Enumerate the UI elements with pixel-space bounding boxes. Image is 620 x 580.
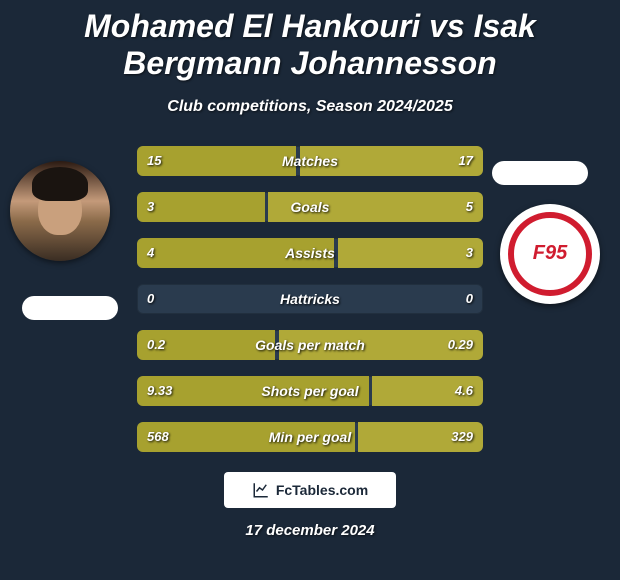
brand-badge: FcTables.com	[224, 472, 396, 508]
player-left-pill	[22, 296, 118, 320]
page-title: Mohamed El Hankouri vs Isak Bergmann Joh…	[0, 0, 620, 86]
stat-row: 00Hattricks	[137, 284, 483, 314]
stat-label: Goals per match	[137, 337, 483, 353]
chart-icon	[252, 481, 270, 499]
stat-label: Assists	[137, 245, 483, 261]
stat-label: Min per goal	[137, 429, 483, 445]
stat-row: 35Goals	[137, 192, 483, 222]
stat-row: 568329Min per goal	[137, 422, 483, 452]
stat-label: Matches	[137, 153, 483, 169]
player-right-club-logo	[500, 204, 600, 304]
date-label: 17 december 2024	[0, 522, 620, 539]
brand-text: FcTables.com	[276, 482, 368, 498]
subtitle: Club competitions, Season 2024/2025	[0, 98, 620, 116]
stat-row: 0.20.29Goals per match	[137, 330, 483, 360]
comparison-panel: 1517Matches 35Goals 43Assists 00Hattricks 0.…	[0, 146, 620, 452]
stat-label: Goals	[137, 199, 483, 215]
player-left-avatar	[10, 161, 110, 261]
stat-bars: 1517Matches 35Goals 43Assists 00Hattricks 0.…	[137, 146, 483, 452]
stat-label: Shots per goal	[137, 383, 483, 399]
stat-label: Hattricks	[137, 291, 483, 307]
player-right-pill	[492, 161, 588, 185]
stat-row: 1517Matches	[137, 146, 483, 176]
stat-row: 43Assists	[137, 238, 483, 268]
stat-row: 9.334.6Shots per goal	[137, 376, 483, 406]
